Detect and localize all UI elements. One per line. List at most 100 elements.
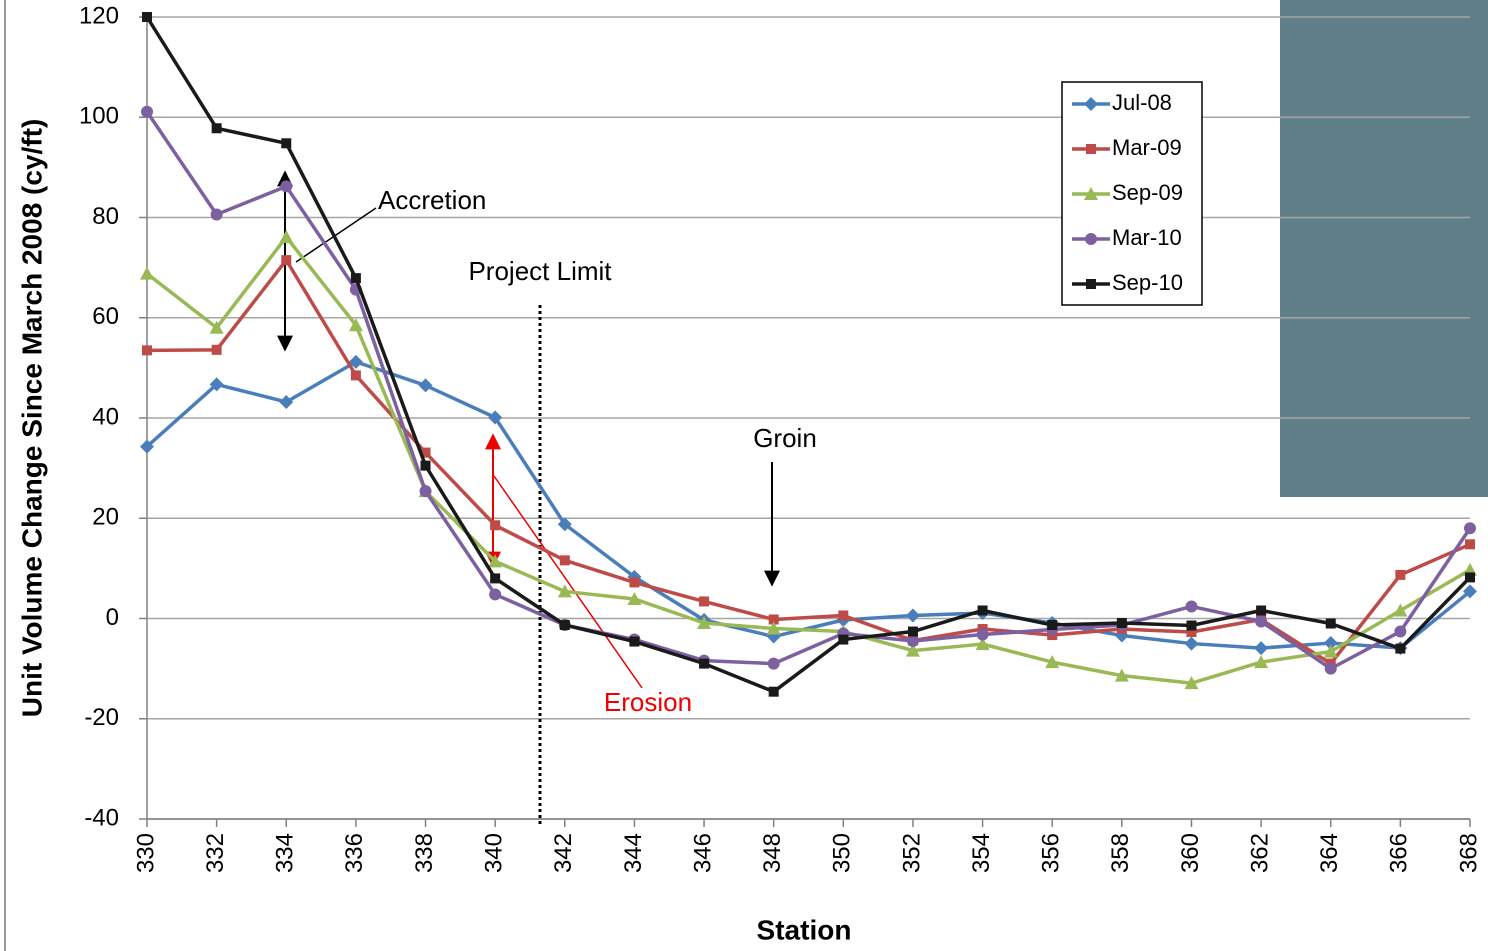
marker	[350, 273, 361, 284]
marker	[140, 439, 154, 454]
marker	[210, 208, 223, 221]
marker	[1186, 627, 1197, 638]
marker	[420, 447, 431, 458]
x-tick-label: 362	[1246, 833, 1273, 873]
y-tick-label: 40	[92, 403, 119, 430]
marker	[768, 614, 779, 625]
x-tick-label: 348	[759, 833, 786, 873]
marker	[1084, 187, 1098, 200]
x-tick-label: 366	[1386, 833, 1413, 873]
marker	[348, 318, 363, 332]
marker	[1255, 615, 1268, 628]
x-tick-label: 364	[1316, 833, 1343, 873]
x-tick-label: 360	[1177, 833, 1204, 873]
marker	[976, 628, 989, 641]
annotation: Project Limit	[468, 256, 612, 286]
marker	[490, 573, 501, 584]
marker	[768, 686, 779, 697]
marker	[975, 637, 990, 651]
marker	[629, 636, 640, 647]
x-tick-label: 342	[550, 833, 577, 873]
x-tick-label: 368	[1455, 833, 1482, 873]
marker	[1394, 625, 1407, 638]
marker	[348, 354, 363, 369]
y-tick-label: 120	[79, 2, 119, 29]
marker	[142, 12, 152, 22]
marker	[907, 626, 918, 637]
marker	[629, 577, 640, 588]
x-tick-label: 336	[341, 833, 368, 873]
y-tick-label: 20	[92, 504, 119, 531]
marker	[1047, 620, 1058, 631]
marker	[699, 596, 710, 607]
series-line	[145, 16, 1472, 694]
marker	[627, 591, 642, 605]
marker	[1395, 643, 1406, 654]
x-tick-label: 334	[272, 833, 299, 873]
marker	[767, 657, 780, 670]
photo-inset	[1280, 0, 1488, 497]
marker	[1465, 572, 1475, 583]
y-tick-label: 100	[79, 103, 119, 130]
x-tick-label: 330	[132, 833, 159, 873]
annotation: Erosion	[604, 687, 692, 717]
y-tick-label: -40	[84, 804, 119, 831]
series-line	[145, 110, 1472, 671]
marker	[977, 605, 988, 616]
marker	[280, 180, 293, 193]
leader-line	[295, 207, 377, 263]
x-axis-title: Station	[757, 914, 852, 945]
marker	[209, 320, 224, 334]
marker	[281, 255, 292, 266]
marker	[557, 517, 572, 532]
marker	[211, 344, 222, 355]
marker	[1184, 636, 1199, 651]
marker	[141, 105, 153, 118]
marker	[489, 588, 502, 601]
y-tick-label: 80	[92, 203, 119, 230]
marker	[279, 394, 294, 409]
legend-label: Sep-10	[1112, 270, 1183, 295]
series-line	[146, 258, 1471, 666]
marker	[905, 608, 920, 623]
legend-label: Sep-09	[1112, 180, 1183, 205]
legend-label: Mar-09	[1112, 135, 1182, 160]
marker	[906, 635, 919, 648]
series-line	[145, 235, 1471, 685]
marker	[1184, 676, 1199, 690]
marker	[420, 460, 431, 471]
marker	[699, 658, 710, 669]
x-tick-label: 344	[620, 833, 647, 873]
marker	[1084, 97, 1098, 111]
marker	[142, 345, 152, 356]
x-tick-label: 354	[968, 833, 995, 873]
marker	[1114, 668, 1129, 682]
marker	[1185, 600, 1198, 613]
marker	[1254, 641, 1269, 656]
y-tick-label: -20	[84, 704, 119, 731]
legend-label: Mar-10	[1112, 225, 1182, 250]
marker	[1256, 605, 1267, 616]
marker	[1086, 279, 1096, 289]
y-tick-label: 0	[106, 604, 119, 631]
x-tick-label: 346	[689, 833, 716, 873]
marker	[1086, 144, 1096, 154]
annotation: Groin	[753, 423, 817, 453]
marker	[1395, 569, 1406, 580]
marker	[1085, 233, 1097, 245]
marker	[1323, 636, 1338, 651]
marker	[1324, 662, 1337, 675]
marker	[1393, 603, 1408, 617]
x-tick-label: 332	[202, 833, 229, 873]
marker	[1463, 584, 1477, 599]
legend-label: Jul-08	[1112, 90, 1172, 115]
series-line	[145, 360, 1472, 650]
marker	[1325, 618, 1336, 629]
marker	[211, 123, 222, 134]
marker	[1116, 618, 1127, 629]
marker	[697, 616, 712, 630]
marker	[419, 485, 432, 498]
x-tick-label: 356	[1038, 833, 1065, 873]
marker	[350, 370, 361, 381]
marker	[766, 621, 781, 635]
